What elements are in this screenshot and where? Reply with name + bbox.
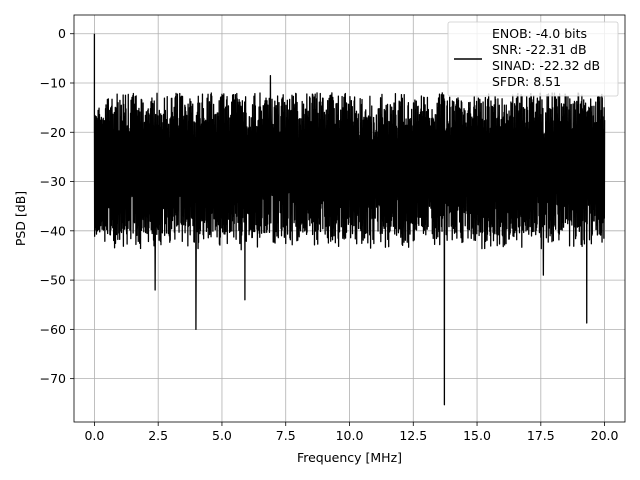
x-tick-label: 10.0 (336, 428, 364, 443)
x-tick-label: 20.0 (591, 428, 619, 443)
y-axis-label: PSD [dB] (13, 191, 28, 246)
x-axis-label: Frequency [MHz] (297, 450, 402, 465)
y-tick-label: −70 (40, 371, 66, 386)
x-tick-label: 0.0 (84, 428, 104, 443)
x-tick-label: 15.0 (463, 428, 491, 443)
y-tick-label: −20 (40, 125, 66, 140)
legend-entry-snr: SNR: -22.31 dB (492, 42, 587, 57)
y-tick-label: −60 (40, 322, 66, 337)
y-tick-label: 0 (58, 26, 66, 41)
psd-series-line (93, 33, 606, 406)
legend-entry-enob: ENOB: -4.0 bits (492, 26, 587, 41)
plot-area (93, 33, 606, 406)
y-tick-label: −40 (40, 223, 66, 238)
x-tick-label: 2.5 (148, 428, 168, 443)
legend-entry-sfdr: SFDR: 8.51 (492, 74, 561, 89)
legend-box (447, 21, 619, 97)
y-tick-label: −50 (40, 273, 66, 288)
y-tick-label: −10 (40, 75, 66, 90)
legend: ENOB: -4.0 bits SNR: -22.31 dB SINAD: -2… (447, 21, 619, 97)
x-tick-label: 7.5 (276, 428, 296, 443)
x-tick-label: 5.0 (212, 428, 232, 443)
y-tick-label: −30 (40, 174, 66, 189)
x-tick-label: 12.5 (399, 428, 427, 443)
legend-entry-sinad: SINAD: -22.32 dB (492, 58, 600, 73)
ticks: 0.0 2.5 5.0 7.5 10.0 12.5 15.0 17.5 20.0 0 −10 −20 −… (40, 26, 619, 443)
x-tick-label: 17.5 (527, 428, 555, 443)
